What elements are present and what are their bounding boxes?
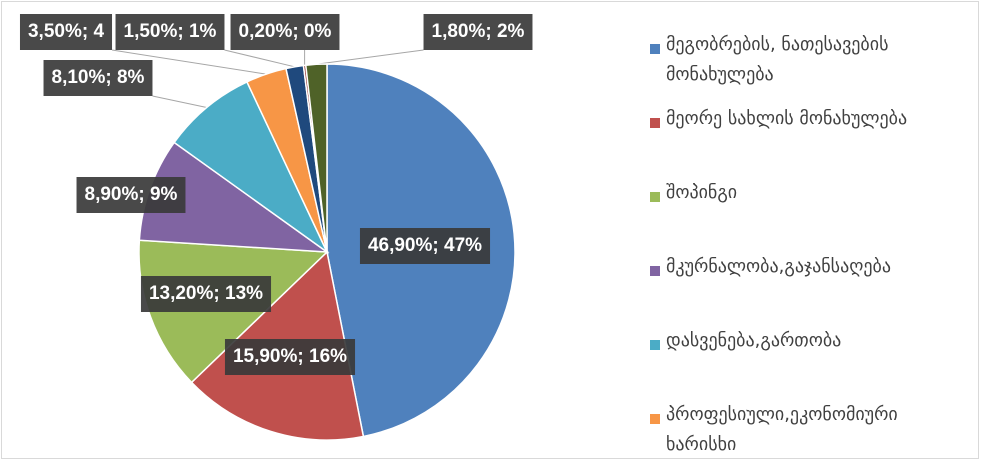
data-label-box — [224, 339, 356, 375]
data-label-group: 8,90%; 9% — [76, 177, 186, 213]
data-label-group: 3,50%; 4 — [19, 14, 113, 50]
data-label-group: 0,20%; 0% — [230, 14, 340, 50]
data-label-box — [423, 14, 533, 50]
leader-line — [111, 49, 267, 75]
data-label-box — [43, 60, 153, 96]
legend-swatch — [650, 44, 660, 54]
legend-swatch — [650, 340, 660, 350]
data-label-group: 13,20%; 13% — [140, 276, 272, 312]
legend-item: პროფესიული,ეკონომიური ხარისხი — [650, 400, 970, 454]
legend-label: დასვენება,გართობა — [666, 330, 842, 351]
data-label: 1,80%; 2% — [432, 21, 525, 42]
data-label-box — [230, 14, 340, 50]
legend: მეგობრების, ნათესავების მონახულება მეორე … — [650, 30, 970, 454]
leader-line — [224, 49, 295, 68]
data-label: 8,10%; 8% — [52, 67, 145, 88]
data-label-group: 1,50%; 1% — [115, 14, 225, 50]
data-label-box — [115, 14, 225, 50]
data-label: 15,90%; 16% — [233, 346, 347, 367]
legend-item: მეორე სახლის მონახულება — [650, 104, 970, 178]
legend-swatch — [650, 266, 660, 276]
legend-label: მეგობრების, ნათესავების მონახულება — [666, 34, 889, 85]
data-label-group: 15,90%; 16% — [224, 339, 356, 375]
data-label: 1,50%; 1% — [124, 21, 217, 42]
data-label-box — [359, 228, 491, 264]
data-label: 0,20%; 0% — [239, 21, 332, 42]
data-label-group: 8,10%; 8% — [43, 60, 153, 96]
data-label: 46,90%; 47% — [368, 235, 482, 256]
data-label-group: 46,90%; 47% — [359, 228, 491, 264]
legend-item: დასვენება,გართობა — [650, 326, 970, 400]
legend-item: მეგობრების, ნათესავების მონახულება — [650, 30, 970, 104]
data-label-box — [19, 14, 113, 50]
data-label: 8,90%; 9% — [85, 184, 178, 205]
data-label: 3,50%; 4 — [28, 21, 104, 42]
legend-swatch — [650, 414, 660, 424]
data-label-group: 1,80%; 2% — [423, 14, 533, 50]
leader-line — [152, 95, 207, 109]
legend-item: მკურნალობა,გაჯანსაღება — [650, 252, 970, 326]
legend-label: მეორე სახლის მონახულება — [666, 108, 908, 129]
legend-label: შოპინგი — [666, 182, 738, 203]
legend-swatch — [650, 118, 660, 128]
data-label-box — [140, 276, 272, 312]
data-label-box — [76, 177, 186, 213]
pie-slice — [173, 80, 329, 255]
legend-label: მკურნალობა,გაჯანსაღება — [666, 256, 891, 277]
legend-item: შოპინგი — [650, 178, 970, 252]
legend-label: პროფესიული,ეკონომიური ხარისხი — [666, 404, 898, 454]
legend-swatch — [650, 192, 660, 202]
pie-slice — [304, 63, 328, 253]
data-label: 13,20%; 13% — [149, 283, 263, 304]
leader-line — [316, 49, 424, 65]
